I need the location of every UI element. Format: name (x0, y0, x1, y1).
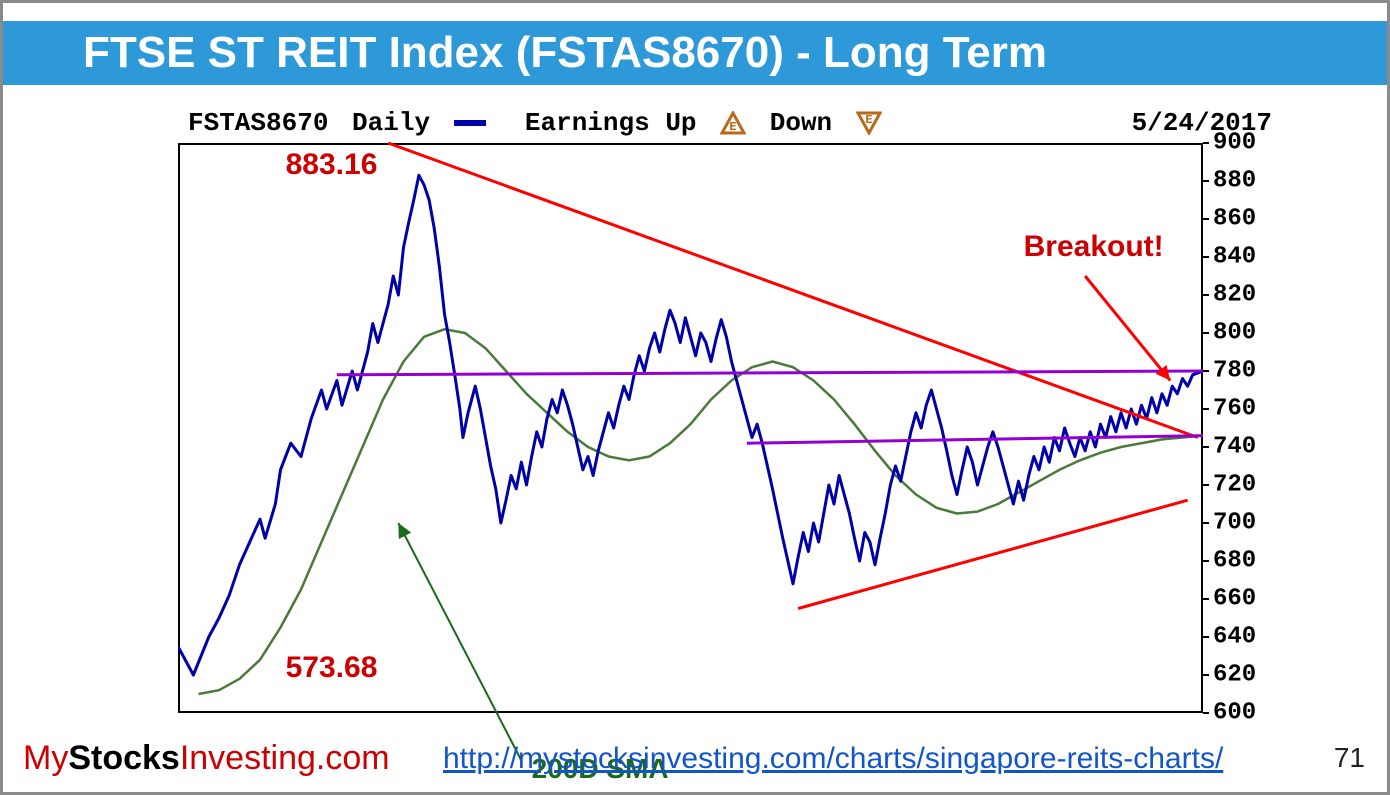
y-tick-label: 700 (1213, 510, 1256, 537)
legend-period: Daily (352, 108, 430, 138)
svg-text:E: E (865, 113, 872, 127)
slide-title: FTSE ST REIT Index (FSTAS8670) - Long Te… (83, 28, 1047, 78)
y-tick-label: 760 (1213, 396, 1256, 423)
y-tick-label: 720 (1213, 472, 1256, 499)
y-tick-label: 640 (1213, 624, 1256, 651)
legend-earnings-up: Earnings Up (525, 108, 697, 138)
earnings-down-icon: E (856, 111, 882, 135)
y-tick-label: 780 (1213, 358, 1256, 385)
legend-series-swatch (454, 120, 486, 126)
y-tick-label: 820 (1213, 282, 1256, 309)
y-tick-label: 620 (1213, 662, 1256, 689)
y-tick-label: 800 (1213, 320, 1256, 347)
earnings-up-icon: E (720, 111, 746, 135)
breakout-label: Breakout! (1024, 230, 1164, 264)
y-tick-label: 680 (1213, 548, 1256, 575)
y-tick-label: 860 (1213, 206, 1256, 233)
svg-text:E: E (730, 120, 737, 134)
peak-value-label: 883.16 (286, 148, 378, 182)
brand-part-2: Stocks (68, 739, 180, 777)
brand-part-3: Investing.com (180, 739, 390, 777)
y-tick-label: 900 (1213, 130, 1256, 157)
plot-area (178, 143, 1203, 713)
chart-legend: FSTAS8670 Daily Earnings Up E Down E (188, 108, 882, 138)
footer-brand: MyStocksInvesting.com (23, 739, 390, 778)
page-number: 71 (1334, 742, 1365, 774)
legend-symbol: FSTAS8670 (188, 108, 328, 138)
y-tick-label: 660 (1213, 586, 1256, 613)
brand-part-1: My (23, 739, 68, 777)
legend-earnings-down: Down (770, 108, 832, 138)
y-tick-label: 840 (1213, 244, 1256, 271)
y-tick-label: 880 (1213, 168, 1256, 195)
title-bar: FTSE ST REIT Index (FSTAS8670) - Long Te… (3, 21, 1387, 85)
trough-value-label: 573.68 (286, 651, 378, 685)
footer-link[interactable]: http://mystocksinvesting.com/charts/sing… (443, 742, 1223, 776)
slide-frame: FTSE ST REIT Index (FSTAS8670) - Long Te… (0, 0, 1390, 795)
y-tick-label: 740 (1213, 434, 1256, 461)
y-tick-label: 600 (1213, 700, 1256, 727)
